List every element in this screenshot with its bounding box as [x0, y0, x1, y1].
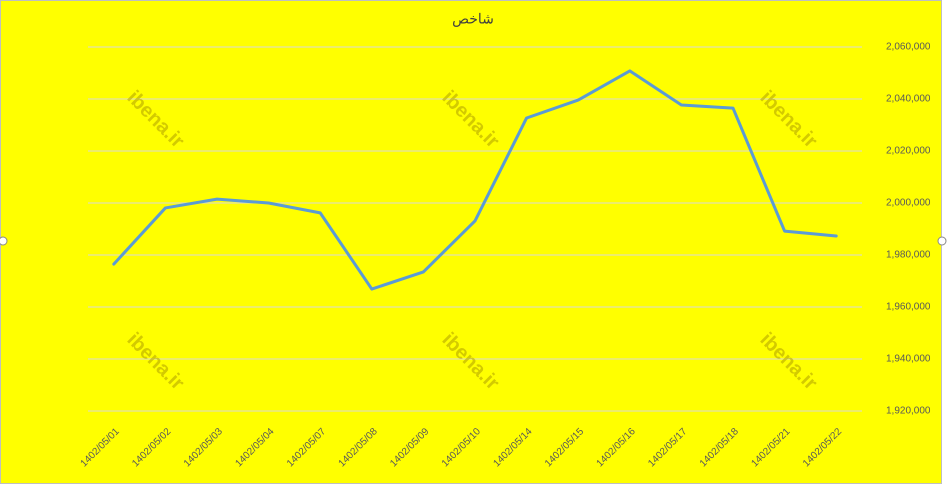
y-tick-label: 1,940,000 [886, 354, 931, 365]
handles [0, 236, 947, 246]
chart-title: شاخص [452, 11, 494, 28]
y-tick-label: 1,960,000 [886, 302, 931, 313]
y-tick-label: 1,980,000 [886, 250, 931, 261]
y-tick-label: 1,920,000 [886, 406, 931, 417]
y-tick-label: 2,060,000 [886, 42, 931, 53]
y-tick-label: 2,020,000 [886, 146, 931, 157]
line-series [112, 69, 838, 291]
y-tick-label: 2,040,000 [886, 94, 931, 105]
y-tick-label: 2,000,000 [886, 198, 931, 209]
